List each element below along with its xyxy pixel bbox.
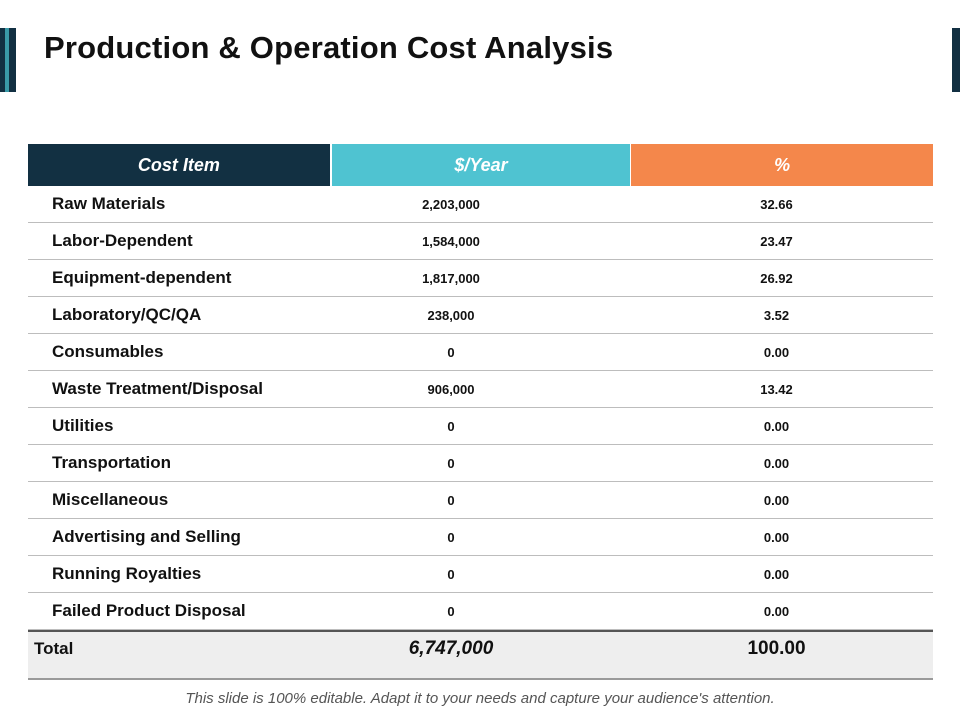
cost-item-cell: Labor-Dependent — [52, 231, 193, 250]
total-amount: 6,747,000 — [408, 638, 494, 659]
cost-item-cell: Equipment-dependent — [52, 268, 232, 287]
percent-cell: 26.92 — [760, 270, 793, 286]
amount-cell: 2,203,000 — [422, 196, 480, 212]
cost-item-cell: Running Royalties — [52, 564, 202, 583]
cost-item-cell: Consumables — [52, 342, 164, 361]
percent-cell: 0.00 — [763, 492, 790, 508]
slide-title: Production & Operation Cost Analysis — [44, 30, 614, 65]
table-row: Laboratory/QC/QA 238,000 3.52 — [28, 297, 933, 334]
percent-cell: 0.00 — [763, 418, 790, 434]
total-label: Total — [34, 639, 74, 658]
amount-cell: 238,000 — [427, 307, 475, 323]
amount-cell: 0 — [447, 418, 455, 434]
cost-table: Cost Item $/Year % Raw Materials 2,203,0… — [28, 144, 934, 680]
table-row: Labor-Dependent 1,584,000 23.47 — [28, 223, 933, 260]
table-row: Miscellaneous 0 0.00 — [28, 482, 933, 519]
amount-cell: 0 — [447, 455, 455, 471]
table-header: Cost Item $/Year % — [28, 144, 934, 186]
cost-item-cell: Miscellaneous — [52, 490, 169, 509]
cost-item-cell: Raw Materials — [52, 194, 166, 213]
cost-item-cell: Transportation — [52, 453, 172, 472]
amount-cell: 0 — [447, 344, 455, 360]
table-row: Consumables 0 0.00 — [28, 334, 933, 371]
table-row: Advertising and Selling 0 0.00 — [28, 519, 933, 556]
percent-cell: 23.47 — [760, 233, 793, 249]
percent-cell: 13.42 — [760, 381, 793, 397]
table-row: Transportation 0 0.00 — [28, 445, 933, 482]
cost-item-cell: Laboratory/QC/QA — [52, 305, 202, 324]
total-row: Total 6,747,000 100.00 — [28, 630, 933, 680]
percent-cell: 0.00 — [763, 529, 790, 545]
cost-item-cell: Advertising and Selling — [52, 527, 241, 546]
total-percent: 100.00 — [747, 638, 806, 659]
amount-cell: 0 — [447, 529, 455, 545]
table-row: Running Royalties 0 0.00 — [28, 556, 933, 593]
amount-cell: 906,000 — [427, 381, 475, 397]
percent-cell: 0.00 — [763, 455, 790, 471]
amount-cell: 1,817,000 — [422, 270, 480, 286]
amount-cell: 1,584,000 — [422, 233, 480, 249]
table-row: Raw Materials 2,203,000 32.66 — [28, 186, 933, 223]
table-row: Equipment-dependent 1,817,000 26.92 — [28, 260, 933, 297]
table-row: Utilities 0 0.00 — [28, 408, 933, 445]
header-cost-item: Cost Item — [28, 144, 330, 186]
percent-cell: 32.66 — [760, 196, 793, 212]
cost-item-cell: Waste Treatment/Disposal — [52, 379, 263, 398]
percent-cell: 3.52 — [763, 307, 790, 323]
amount-cell: 0 — [447, 566, 455, 582]
percent-cell: 0.00 — [763, 344, 790, 360]
table-row: Waste Treatment/Disposal 906,000 13.42 — [28, 371, 933, 408]
header-percent: % — [631, 144, 934, 186]
slide-footer-note: This slide is 100% editable. Adapt it to… — [185, 690, 775, 707]
table-row: Failed Product Disposal 0 0.00 — [28, 593, 933, 630]
amount-cell: 0 — [447, 603, 455, 619]
cost-item-cell: Failed Product Disposal — [52, 601, 246, 620]
header-dollar-per-year: $/Year — [331, 144, 631, 186]
amount-cell: 0 — [447, 492, 455, 508]
right-accent-bar — [952, 28, 960, 92]
percent-cell: 0.00 — [763, 566, 790, 582]
left-accent-bar — [0, 28, 16, 92]
cost-item-cell: Utilities — [52, 416, 114, 435]
percent-cell: 0.00 — [763, 603, 790, 619]
